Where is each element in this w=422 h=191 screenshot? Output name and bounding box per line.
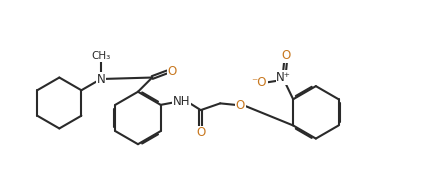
Text: CH₃: CH₃ (91, 51, 111, 61)
Text: N: N (97, 73, 105, 86)
Text: ⁻O: ⁻O (252, 76, 267, 89)
Text: O: O (196, 126, 206, 139)
Text: NH: NH (173, 95, 190, 108)
Text: N⁺: N⁺ (276, 71, 291, 84)
Text: O: O (281, 49, 290, 62)
Text: O: O (236, 99, 245, 112)
Text: O: O (168, 65, 177, 79)
